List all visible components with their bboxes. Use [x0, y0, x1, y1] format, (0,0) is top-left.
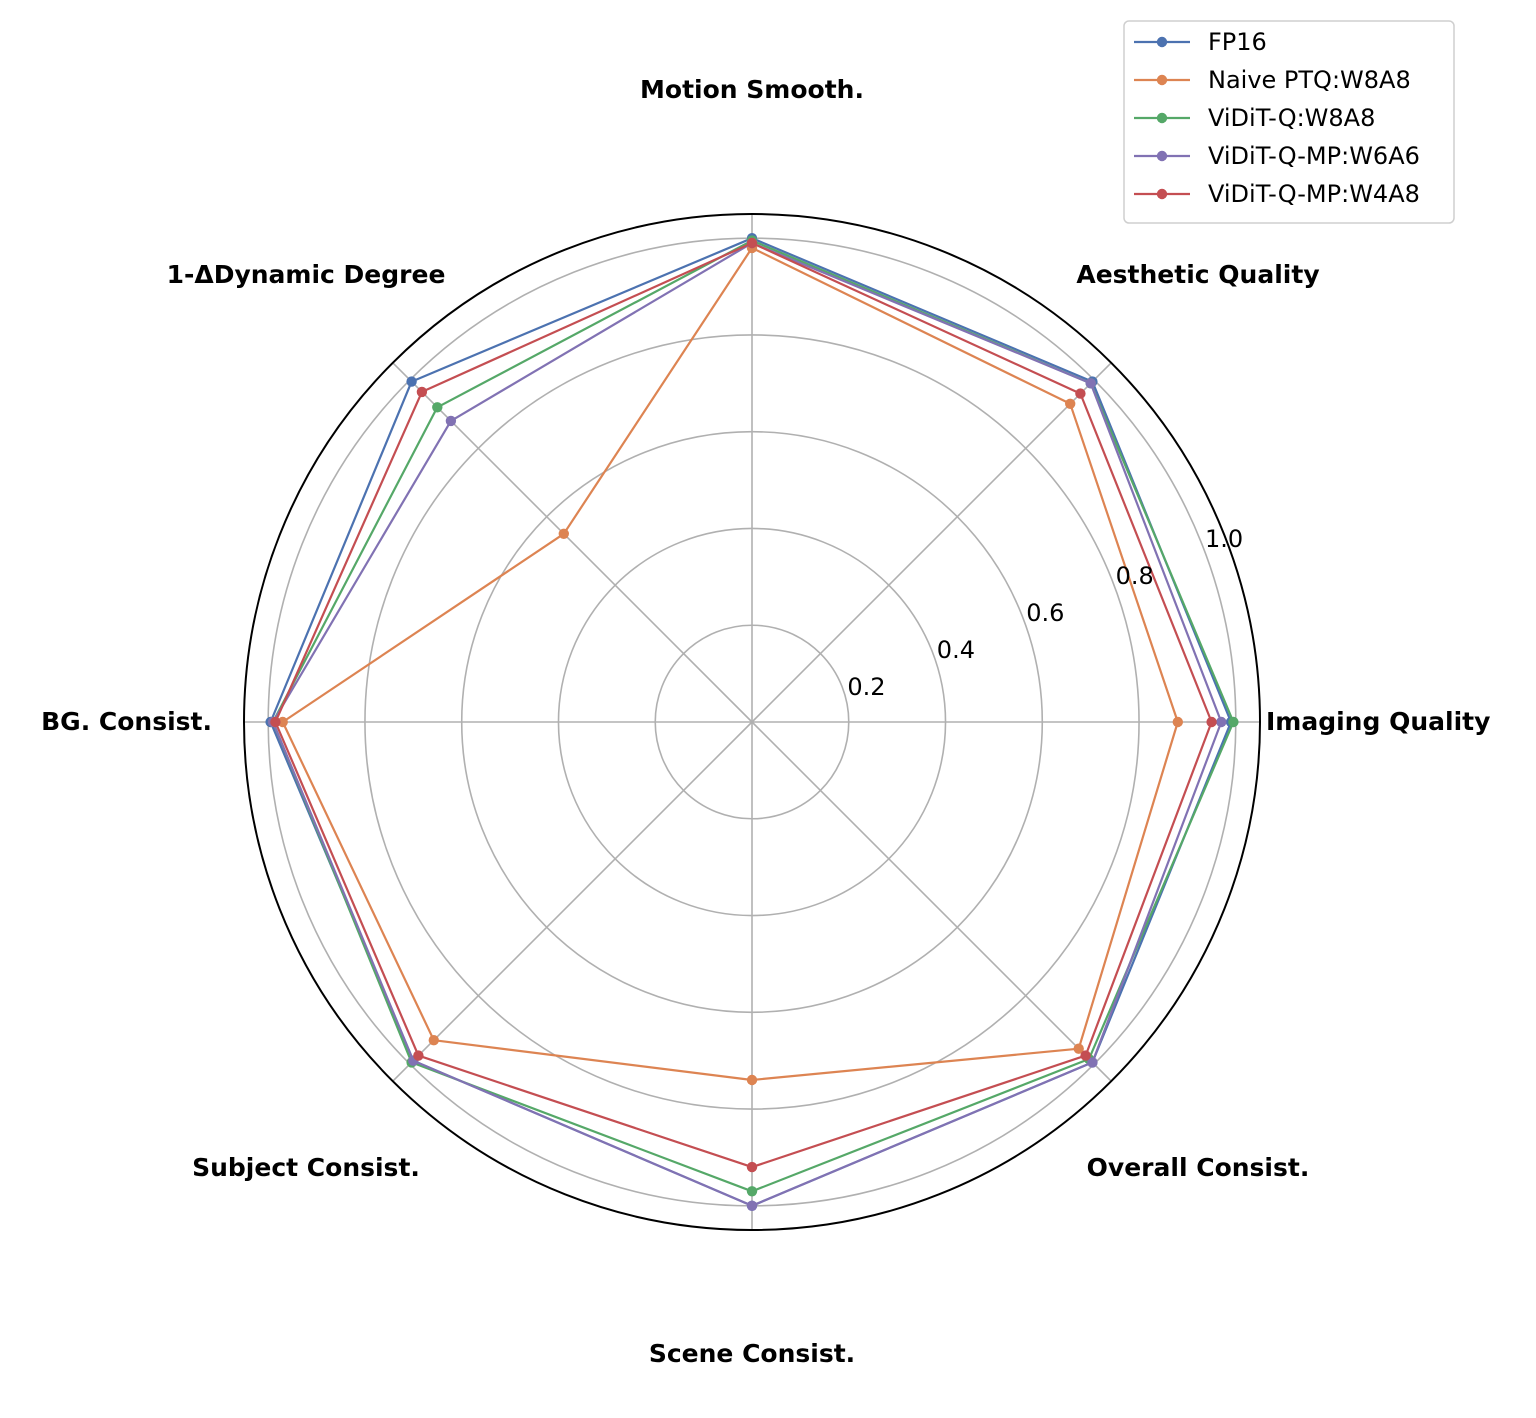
data-point	[428, 1035, 439, 1046]
data-point	[746, 237, 758, 249]
axis-label: Overall Consist.	[1087, 1153, 1310, 1182]
series-naive-ptq-w8a8	[277, 242, 1184, 1086]
legend-marker	[1156, 36, 1168, 48]
radial-ticks: 0.2 0.4 0.6 0.8 1.0	[847, 525, 1243, 701]
data-point	[746, 1074, 758, 1086]
data-point	[1087, 1057, 1098, 1068]
axis-label: Subject Consist.	[192, 1153, 420, 1182]
axis-label: Scene Consist.	[649, 1339, 855, 1368]
legend-label: ViDiT-Q-MP:W4A8	[1208, 180, 1420, 208]
data-point	[270, 716, 281, 728]
legend-marker	[1156, 188, 1168, 200]
data-point	[746, 1200, 758, 1212]
data-point	[432, 402, 443, 413]
legend-label: ViDiT-Q:W8A8	[1208, 104, 1375, 132]
data-point	[1228, 716, 1239, 728]
legend-marker	[1156, 74, 1168, 86]
data-point	[416, 386, 428, 398]
outer-frame	[243, 213, 1261, 1231]
data-point	[1172, 716, 1184, 728]
radial-tick-label: 0.2	[847, 673, 885, 701]
radial-tick-label: 1.0	[1205, 525, 1243, 553]
legend-box	[1123, 20, 1455, 224]
grid-spoke	[751, 721, 1112, 1082]
legend-label: FP16	[1208, 28, 1267, 56]
legend: FP16 Naive PTQ:W8A8 ViDiT-Q:W8A8 ViDiT-Q-MP…	[1123, 20, 1455, 224]
radial-tick-label: 0.6	[1026, 599, 1064, 627]
legend-label: ViDiT-Q-MP:W6A6	[1208, 142, 1420, 170]
data-point	[1216, 716, 1227, 728]
axis-label: Imaging Quality	[1266, 707, 1490, 736]
series-vidit-q-mp-w4a8	[270, 237, 1217, 1173]
data-point	[413, 1050, 424, 1061]
axis-label: Aesthetic Quality	[1076, 260, 1319, 289]
data-point	[746, 1161, 758, 1173]
radial-tick-label: 0.8	[1116, 562, 1154, 590]
axis-label: 1-ΔDynamic Degree	[167, 260, 446, 289]
axis-labels: Imaging Quality Aesthetic Quality Motion S…	[41, 75, 1490, 1368]
data-point	[406, 376, 417, 387]
data-point	[558, 528, 569, 539]
data-point	[1075, 388, 1086, 399]
data-point	[445, 415, 457, 427]
data-point	[746, 1186, 758, 1197]
data-point	[1085, 378, 1096, 389]
data-point	[1073, 1043, 1084, 1054]
grid-spoke	[751, 362, 1112, 723]
data-point	[1206, 716, 1217, 728]
legend-marker	[1156, 112, 1168, 124]
data-point	[1080, 1050, 1091, 1061]
axis-label: Motion Smooth.	[640, 75, 864, 104]
axis-label: BG. Consist.	[41, 707, 212, 736]
data-point	[1065, 398, 1076, 409]
data-point	[277, 716, 288, 728]
legend-label: Naive PTQ:W8A8	[1208, 66, 1411, 94]
grid-spoke	[392, 721, 753, 1082]
legend-marker	[1156, 150, 1168, 162]
series-group	[265, 233, 1239, 1212]
radial-tick-label: 0.4	[937, 636, 975, 664]
grid-spoke	[392, 362, 753, 723]
